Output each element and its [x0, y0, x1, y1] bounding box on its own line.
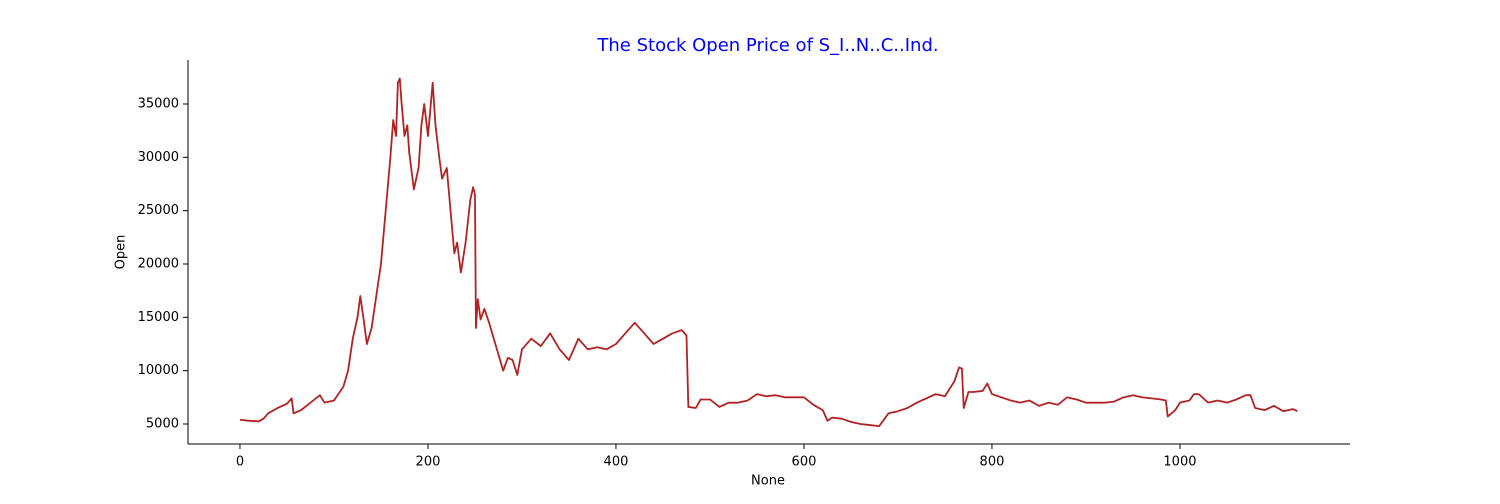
y-tick-label: 10000 [138, 363, 179, 378]
x-tick-label: 600 [792, 455, 817, 470]
price-line [239, 77, 1298, 428]
x-axis-label: None [751, 474, 785, 489]
y-tick-label: 25000 [138, 203, 179, 218]
chart-title: The Stock Open Price of S_I..N..C..Ind. [596, 35, 938, 56]
x-tick-label: 400 [604, 455, 629, 470]
x-tick-label: 0 [236, 455, 244, 470]
y-tick-label: 30000 [138, 150, 179, 165]
x-tick-label: 800 [980, 455, 1005, 470]
y-tick-label: 5000 [146, 417, 179, 432]
y-tick-label: 35000 [138, 97, 179, 112]
x-tick-label: 1000 [1163, 455, 1196, 470]
y-axis-label: Open [114, 235, 129, 270]
x-tick-label: 200 [416, 455, 441, 470]
y-tick-label: 15000 [138, 310, 179, 325]
y-tick-label: 20000 [138, 257, 179, 272]
